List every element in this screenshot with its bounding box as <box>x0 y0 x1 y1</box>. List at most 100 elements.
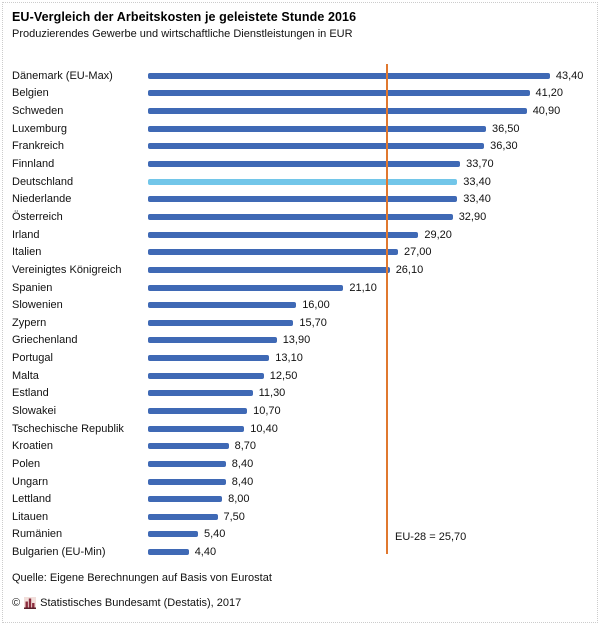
category-label: Finnland <box>12 158 55 171</box>
value-label: 16,00 <box>302 299 330 312</box>
value-label: 5,40 <box>204 528 226 541</box>
value-label: 43,40 <box>555 69 584 82</box>
value-label: 8,40 <box>231 457 254 470</box>
bar-area: 27,00 <box>148 243 600 261</box>
category-label: Frankreich <box>12 140 64 153</box>
bar <box>148 302 297 309</box>
value-label: 36,30 <box>490 140 518 153</box>
bar-row: Litauen 7,50 <box>0 508 600 526</box>
category-label: Schweden <box>12 105 64 118</box>
category-label: Slowenien <box>12 299 63 312</box>
value-label: 21,10 <box>349 281 377 294</box>
bar-area: 36,30 <box>148 138 600 156</box>
bar <box>148 231 419 238</box>
bar-row: Polen 8,40 <box>0 455 600 473</box>
bar <box>148 108 527 115</box>
category-label: Griechenland <box>12 334 78 347</box>
value-label: 41,20 <box>535 87 564 100</box>
value-label: 8,40 <box>231 475 254 488</box>
bar-row: Rumänien 5,40 <box>0 526 600 544</box>
bar <box>148 496 223 503</box>
bar-row: Estland 11,30 <box>0 385 600 403</box>
bar-area: 32,90 <box>148 208 600 226</box>
bar-area: 41,20 <box>148 85 600 103</box>
bar <box>148 407 248 414</box>
category-label: Irland <box>12 228 40 241</box>
category-label: Dänemark (EU-Max) <box>12 69 113 82</box>
category-label: Malta <box>12 369 39 382</box>
value-label: 36,50 <box>492 122 520 135</box>
bar <box>148 390 253 397</box>
copyright-text: Statistisches Bundesamt (Destatis), 2017 <box>40 597 242 609</box>
chart-title: EU-Vergleich der Arbeitskosten je geleis… <box>12 10 357 24</box>
bar-rows: Dänemark (EU-Max) 43,40 Belgien 41,20 Sc… <box>0 67 600 561</box>
bar-row: Niederlande 33,40 <box>0 190 600 208</box>
category-label: Polen <box>12 457 41 470</box>
category-label: Estland <box>12 387 49 400</box>
category-label: Deutschland <box>12 175 74 188</box>
bar <box>148 337 277 344</box>
chart-subtitle: Produzierendes Gewerbe und wirtschaftlic… <box>12 28 353 40</box>
category-label: Belgien <box>12 87 49 100</box>
bar-area: 36,50 <box>148 120 600 138</box>
category-label: Niederlande <box>12 193 72 206</box>
bar <box>148 319 294 326</box>
bar <box>148 513 218 520</box>
category-label: Zypern <box>12 316 47 329</box>
bar-chart: Dänemark (EU-Max) 43,40 Belgien 41,20 Sc… <box>0 64 600 561</box>
chart-header: EU-Vergleich der Arbeitskosten je geleis… <box>12 10 588 40</box>
bar-area: 11,30 <box>148 385 600 403</box>
value-label: 29,20 <box>424 228 452 241</box>
bar-area: 43,40 <box>148 67 600 85</box>
bar-row: Finnland 33,70 <box>0 155 600 173</box>
bar-row: Belgien 41,20 <box>0 85 600 103</box>
value-label: 33,40 <box>463 175 491 188</box>
category-label: Litauen <box>12 510 49 523</box>
reference-line-label: EU-28 = 25,70 <box>395 531 467 543</box>
bar-area: 15,70 <box>148 314 600 332</box>
bar-area: 21,10 <box>148 279 600 297</box>
value-label: 10,70 <box>253 404 281 417</box>
bar-area: 33,40 <box>148 173 600 191</box>
bar <box>148 90 530 97</box>
bar-row: Deutschland 33,40 <box>0 173 600 191</box>
category-label: Tschechische Republik <box>12 422 124 435</box>
category-label: Italien <box>12 246 42 259</box>
bar-area: 7,50 <box>148 508 600 526</box>
value-label: 11,30 <box>258 387 286 400</box>
bar-area: 12,50 <box>148 367 600 385</box>
bar-area: 33,40 <box>148 190 600 208</box>
bar-row: Lettland 8,00 <box>0 490 600 508</box>
bar-area: 8,00 <box>148 490 600 508</box>
category-label: Vereinigtes Königreich <box>12 263 122 276</box>
value-label: 15,70 <box>299 316 327 329</box>
bar-row: Frankreich 36,30 <box>0 138 600 156</box>
bar <box>148 266 390 273</box>
bar-area: 29,20 <box>148 226 600 244</box>
bar-area: 13,10 <box>148 349 600 367</box>
value-label: 33,40 <box>463 193 491 206</box>
bar-row: Italien 27,00 <box>0 243 600 261</box>
bar <box>148 425 245 432</box>
bar <box>148 355 270 362</box>
bar-area: 26,10 <box>148 261 600 279</box>
bar-area: 8,40 <box>148 473 600 491</box>
bar-row: Vereinigtes Königreich 26,10 <box>0 261 600 279</box>
bar <box>148 460 226 467</box>
bar <box>148 478 226 485</box>
bar-row: Griechenland 13,90 <box>0 332 600 350</box>
bar <box>148 284 344 291</box>
value-label: 32,90 <box>458 210 487 223</box>
bar-area: 13,90 <box>148 332 600 350</box>
bar-area: 5,40 <box>148 526 600 544</box>
value-label: 10,40 <box>250 422 278 435</box>
value-label: 13,10 <box>275 352 303 365</box>
bar-row: Slowakei 10,70 <box>0 402 600 420</box>
value-label: 40,90 <box>532 105 561 118</box>
bar <box>148 249 398 256</box>
bar <box>148 125 486 132</box>
value-label: 8,00 <box>228 493 250 506</box>
bar-area: 10,70 <box>148 402 600 420</box>
category-label: Österreich <box>12 210 63 223</box>
bar-row: Luxemburg 36,50 <box>0 120 600 138</box>
